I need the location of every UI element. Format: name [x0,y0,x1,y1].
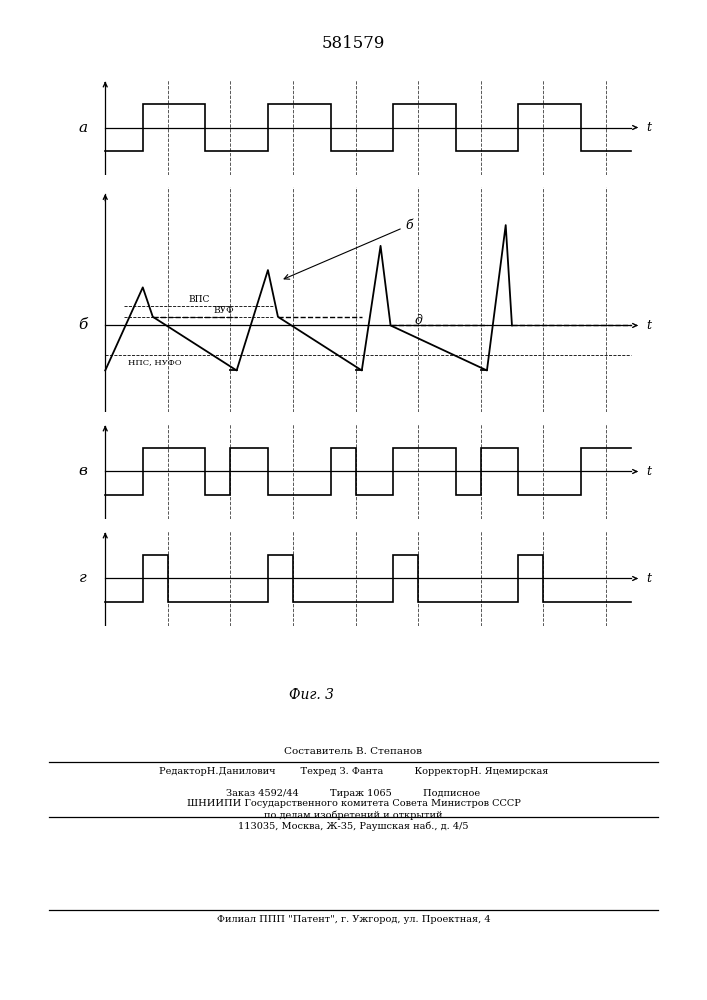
Text: ВПС: ВПС [188,295,210,304]
Text: б: б [284,219,413,279]
Text: НПС, НУФО: НПС, НУФО [129,358,182,366]
Text: по делам изобретений и открытий: по делам изобретений и открытий [264,810,443,820]
Text: б: б [78,318,88,332]
Text: t: t [646,319,651,332]
Text: ШНИИПИ Государственного комитета Совета Министров СССР: ШНИИПИ Государственного комитета Совета … [187,800,520,808]
Text: 113035, Москва, Ж-35, Раушская наб., д. 4/5: 113035, Москва, Ж-35, Раушская наб., д. … [238,821,469,831]
Text: Филиал ППП "Патент", г. Ужгород, ул. Проектная, 4: Филиал ППП "Патент", г. Ужгород, ул. Про… [216,916,491,924]
Text: д: д [414,314,422,327]
Text: Заказ 4592/44          Тираж 1065          Подписное: Заказ 4592/44 Тираж 1065 Подписное [226,788,481,798]
Text: 581579: 581579 [322,34,385,51]
Text: Составитель В. Степанов: Составитель В. Степанов [284,746,423,756]
Text: t: t [646,121,651,134]
Text: t: t [646,465,651,478]
Text: ВУФ: ВУФ [214,306,235,315]
Text: в: в [78,464,87,478]
Text: t: t [646,572,651,585]
Text: Фиг. 3: Фиг. 3 [288,688,334,702]
Text: г: г [79,571,86,585]
Text: РедакторН.Данилович        Техред З. Фанта          КорректорН. Яцемирская: РедакторН.Данилович Техред З. Фанта Корр… [159,768,548,776]
Text: а: а [78,120,87,134]
